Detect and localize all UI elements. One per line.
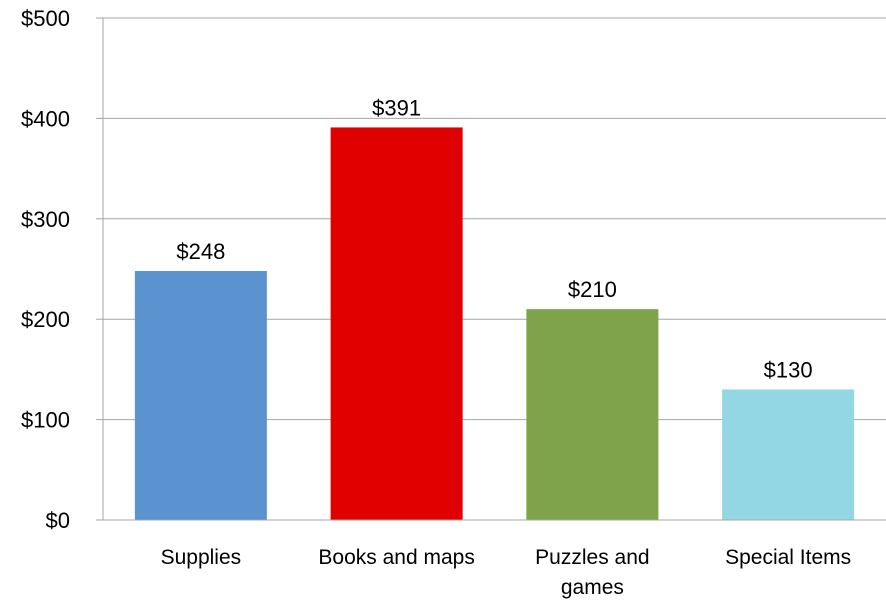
y-tick-label: $0 — [46, 508, 70, 533]
x-category-label: Books and maps — [318, 546, 474, 569]
data-label: $391 — [372, 95, 421, 120]
bar — [722, 389, 855, 520]
axes — [96, 17, 886, 521]
x-category-label: games — [561, 576, 624, 599]
data-label: $248 — [176, 239, 225, 264]
y-tick-label: $300 — [21, 207, 70, 232]
bars — [134, 127, 855, 520]
x-category-label: Puzzles and — [535, 546, 649, 569]
y-tick-label: $100 — [21, 408, 70, 433]
bar — [526, 309, 659, 520]
data-label: $210 — [568, 277, 617, 302]
x-category-label: Special Items — [725, 546, 851, 569]
labels: $0 $100 $200 $300 $400 $500 $248 Supplies $391 Bo… — [21, 6, 851, 599]
y-tick-label: $400 — [21, 106, 70, 131]
y-tick-label: $500 — [21, 6, 70, 31]
bar — [330, 127, 463, 520]
data-label: $130 — [764, 357, 813, 382]
bar — [134, 271, 267, 520]
x-category-label: Supplies — [161, 546, 242, 569]
y-tick-label: $200 — [21, 307, 70, 332]
